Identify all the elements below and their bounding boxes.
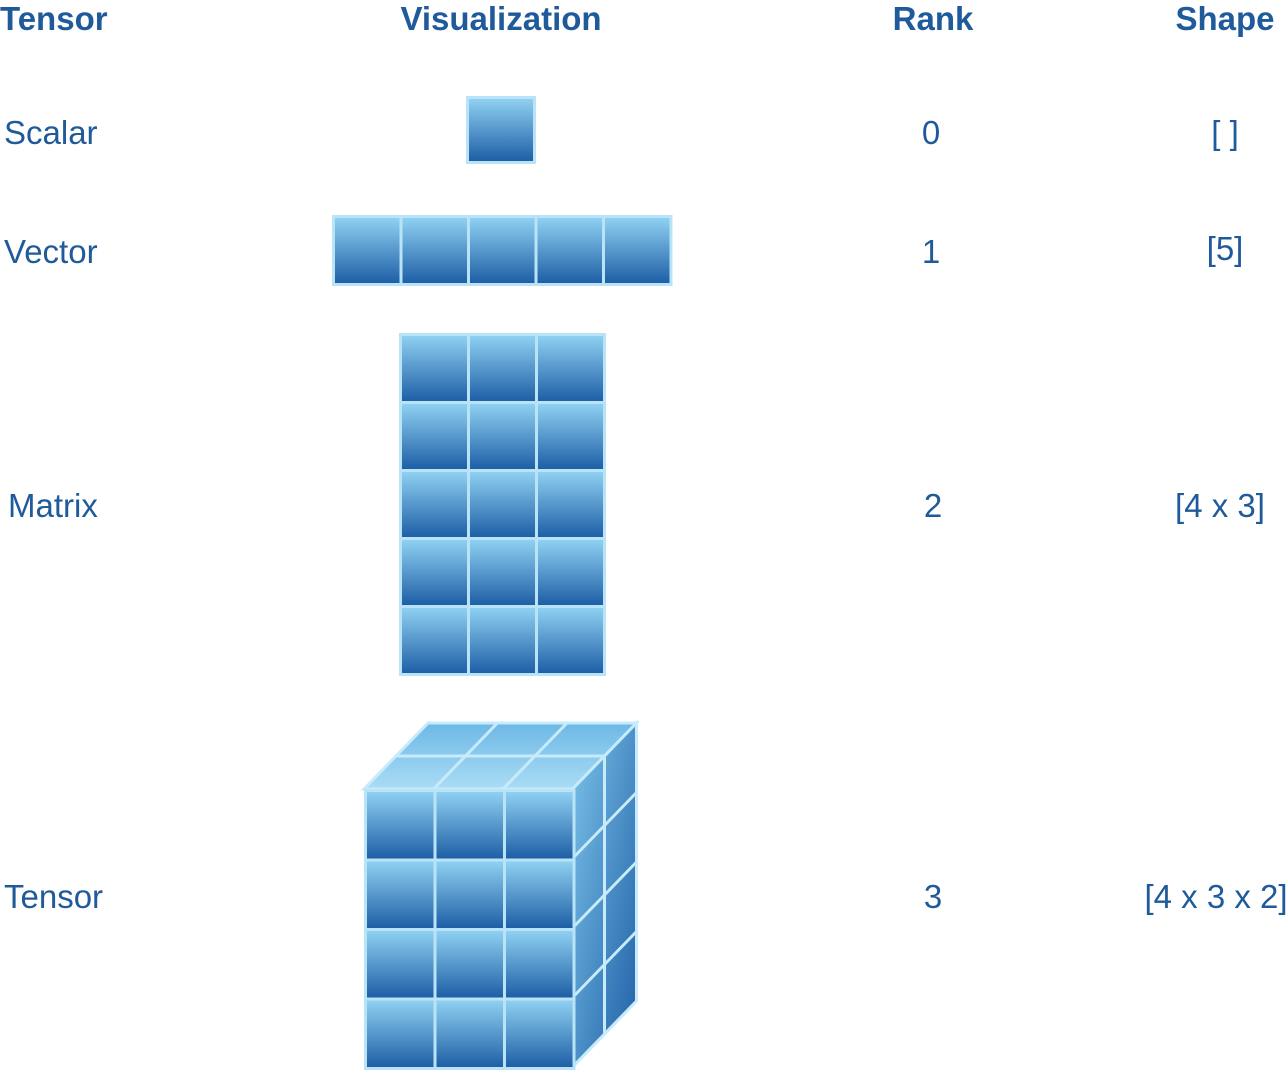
- vector-cell: [605, 218, 670, 283]
- vector-cell: [537, 218, 602, 283]
- matrix-visualization: [399, 333, 606, 676]
- shape-vector: [5]: [1206, 230, 1244, 267]
- tensor-front-cell: [367, 931, 434, 998]
- rank-tensor: 3: [923, 878, 943, 915]
- tensor-front-cell: [436, 931, 503, 998]
- vector-cell: [470, 218, 535, 283]
- matrix-cell: [402, 336, 467, 401]
- matrix-cell: [538, 540, 603, 605]
- tensor-front-cell: [506, 931, 573, 998]
- shape-tensor: [4 x 3 x 2]: [1144, 878, 1288, 915]
- matrix-cell: [402, 608, 467, 673]
- tensor-front-cell: [436, 1000, 503, 1067]
- matrix-cell: [470, 608, 535, 673]
- tensor-front-cell: [367, 861, 434, 928]
- tensor-front-cell: [436, 861, 503, 928]
- rank-vector: 1: [921, 233, 941, 270]
- header-rank: Rank: [892, 0, 974, 37]
- matrix-cell: [470, 336, 535, 401]
- header-shape: Shape: [1175, 0, 1275, 37]
- rank-scalar: 0: [921, 114, 941, 151]
- matrix-cell: [470, 472, 535, 537]
- header-tensor: Tensor: [0, 0, 108, 37]
- tensor-front-cell: [367, 792, 434, 859]
- header-visualization: Visualization: [400, 0, 602, 37]
- row-label-matrix: Matrix: [8, 487, 98, 524]
- matrix-cell: [538, 608, 603, 673]
- vector-visualization: [332, 215, 673, 286]
- scalar-visualization: [466, 96, 536, 164]
- vector-cell: [402, 218, 467, 283]
- tensor-visualization: [360, 719, 641, 1071]
- tensor-front-cell: [506, 861, 573, 928]
- matrix-cell: [402, 472, 467, 537]
- tensor-front-cell: [506, 792, 573, 859]
- vector-cell: [335, 218, 400, 283]
- row-label-vector: Vector: [4, 233, 98, 270]
- matrix-cell: [538, 472, 603, 537]
- matrix-cell: [470, 404, 535, 469]
- shape-scalar: [ ]: [1211, 114, 1239, 151]
- matrix-cell: [470, 540, 535, 605]
- row-label-scalar: Scalar: [4, 114, 98, 151]
- matrix-cell: [538, 404, 603, 469]
- tensor-front-cell: [436, 792, 503, 859]
- matrix-cell: [402, 540, 467, 605]
- rank-matrix: 2: [923, 487, 943, 524]
- matrix-cell: [538, 336, 603, 401]
- tensor-front-cell: [506, 1000, 573, 1067]
- tensor-front-cell: [367, 1000, 434, 1067]
- row-label-tensor: Tensor: [4, 878, 104, 915]
- matrix-cell: [402, 404, 467, 469]
- shape-matrix: [4 x 3]: [1175, 487, 1265, 524]
